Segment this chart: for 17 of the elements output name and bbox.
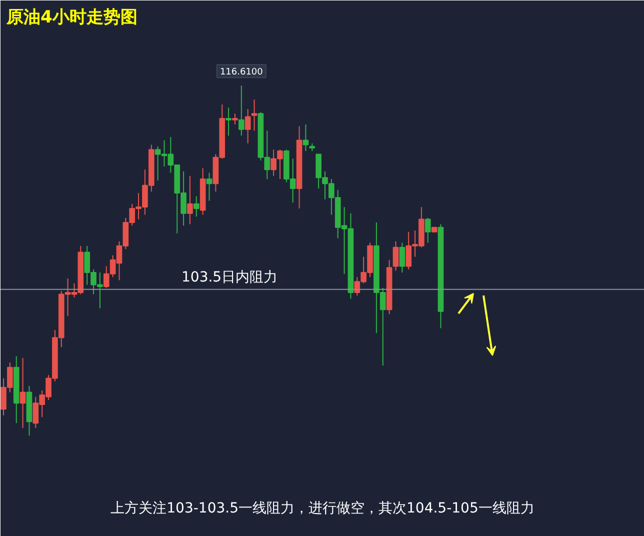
candlestick [392,240,399,272]
candlestick [302,124,309,152]
candlestick [424,217,431,244]
candlestick [244,108,251,144]
candlestick [226,107,232,136]
candlestick [399,242,406,274]
text: 上方关注103-103.5一线阻力，进行做空，其次104.5-105一线阻力 [110,500,534,516]
annotation: 116.6100 [220,68,264,78]
candlestick [193,196,200,218]
candlestick [187,175,193,225]
candlestick [232,113,238,125]
candlestick [20,357,26,428]
ref-line-label: 103.5日内阻力 [182,269,278,286]
chart-title: 原油4小时走势图 [6,8,138,28]
candlestick [251,99,258,132]
candlestick [238,85,244,136]
candlestick [206,172,212,202]
